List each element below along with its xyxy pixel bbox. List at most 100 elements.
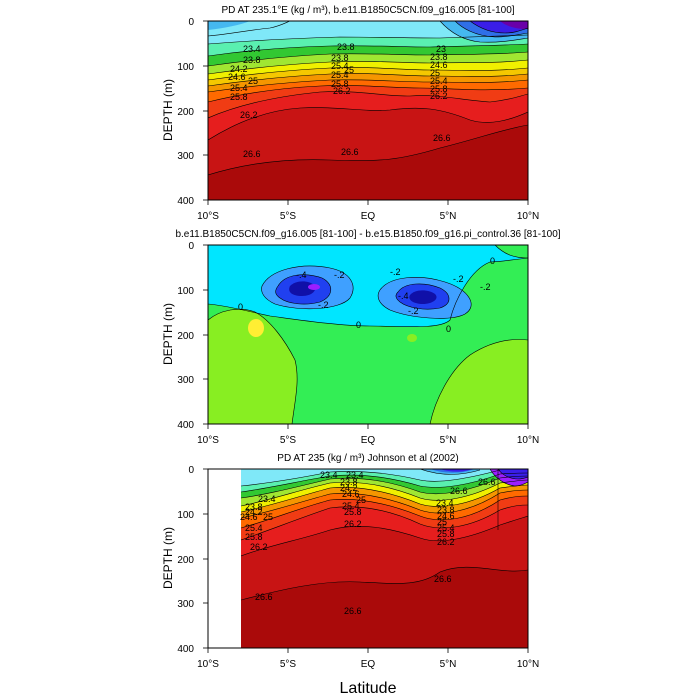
panel-3-contour-label: 26.2 [250, 542, 268, 552]
x-tick-label: 10°N [517, 211, 539, 222]
panel-3-title: PD AT 235 (kg / m³) Johnson et al (2002) [277, 453, 458, 464]
panel-1-contour-label: 26.2 [333, 86, 351, 96]
panel-3-contour-labels: 23.4 23.8 24.2 24.6 23.4 25 25.4 25.8 26… [240, 470, 496, 616]
y-tick-label: 300 [177, 375, 194, 386]
x-tick-label: 5°N [440, 211, 457, 222]
y-tick-label: 200 [177, 555, 194, 566]
x-tick-label: EQ [361, 659, 376, 670]
panel-2-pos-west [208, 309, 298, 424]
panel-1-contour-label: 25.4 [331, 61, 349, 71]
panel-1-band-shallow-2 [208, 21, 250, 30]
panel-3-contour-label: 23.8 [437, 505, 455, 515]
panel-2-min-west [308, 284, 320, 290]
panel-3-contour-label: 24.2 [245, 507, 263, 517]
x-tick-label: EQ [361, 211, 376, 222]
x-tick-label: 5°N [440, 659, 457, 670]
x-tick-label: 10°N [517, 659, 539, 670]
panel-2-field [208, 245, 528, 424]
panel-2-contour-label: -.4 [398, 291, 409, 301]
y-tick-label: 0 [188, 241, 194, 252]
panel-2-contour-label: 0 [446, 324, 451, 334]
panel-2-pos-ne [495, 245, 528, 258]
panel-2-yticks: 0 100 200 300 400 [177, 241, 194, 431]
panel-3-contour-label: 23.8 [245, 502, 263, 512]
panel-1-contour-label: 23.8 [337, 42, 355, 52]
x-tick-label: 10°N [517, 435, 539, 446]
y-tick-label: 100 [177, 286, 194, 297]
y-tick-label: 200 [177, 331, 194, 342]
panel-3-contour-label: 25.4 [437, 523, 455, 533]
panel-1-contour-label: 23.8 [430, 52, 448, 62]
panel-3-contour-label: 25 [263, 512, 273, 522]
panel-3-band-east-blue [498, 469, 528, 479]
panel-3-contour-label: 24.6 [342, 489, 360, 499]
panel-1-contour-label: 25 [430, 68, 440, 78]
panel-1-contour-label: 25 [344, 65, 354, 75]
panel-3-contour-label: 23.4 [346, 470, 364, 480]
panel-3-contour-label: 26.6 [478, 477, 496, 487]
x-tick-label: 5°N [440, 435, 457, 446]
y-tick-label: 0 [188, 17, 194, 28]
panel-2-max-west [248, 319, 264, 337]
panel-3-contour-label: 25 [437, 517, 447, 527]
panel-3-tick-marks [203, 468, 529, 653]
panel-3: PD AT 235 (kg / m³) Johnson et al (2002) [161, 453, 539, 670]
panel-3-ylabel: DEPTH (m) [161, 527, 175, 589]
y-tick-label: 400 [177, 196, 194, 207]
panel-1-contour-label: 26.2 [240, 110, 258, 120]
panel-3-contour-lines [241, 469, 528, 601]
panel-2: b.e11.B1850C5CN.f09_g16.005 [81-100] - b… [161, 229, 561, 446]
x-tick-label: 10°S [197, 659, 219, 670]
panel-1-contour-label: 23.8 [243, 55, 261, 65]
panel-2-xticks: 10°S 5°S EQ 5°N 10°N [197, 435, 539, 446]
x-tick-label: 10°S [197, 435, 219, 446]
panel-1-yticks: 0 100 200 300 400 [177, 17, 194, 207]
panel-1-contour-label: 24.6 [430, 60, 448, 70]
panel-1-contour-label: 26.2 [430, 91, 448, 101]
y-tick-label: 200 [177, 107, 194, 118]
panel-1-contour-label: 23.4 [243, 44, 261, 54]
panel-2-contour-labels: -.4 -.2 -.2 -.4 -.2 -.2 0 -.2 -.2 0 0 0 [238, 256, 495, 334]
panel-3-contour-label: 25.8 [437, 529, 455, 539]
panel-1-contour-label: 25.8 [430, 84, 448, 94]
panel-3-contour-label: 25.8 [344, 507, 362, 517]
panel-1-contour-label: 24.2 [230, 64, 248, 74]
panel-2-contour-label: 0 [356, 320, 361, 330]
panel-3-contour-label: 23.8 [340, 477, 358, 487]
y-tick-label: 100 [177, 62, 194, 73]
panel-3-contour-label: 24.6 [437, 511, 455, 521]
panel-3-contour-label: 24.2 [340, 483, 358, 493]
panel-1-xticks: 10°S 5°S EQ 5°N 10°N [197, 211, 539, 222]
panel-1-contour-label: 25.8 [230, 92, 248, 102]
panel-1-contour-label: 25.4 [230, 83, 248, 93]
panel-1-ylabel: DEPTH (m) [161, 79, 175, 141]
y-tick-label: 400 [177, 644, 194, 655]
panel-2-contour-label: 0 [490, 256, 495, 266]
panel-3-contour-label: 25 [356, 495, 366, 505]
panel-2-contour-label: 0 [238, 302, 243, 312]
panel-2-contour-label: -.2 [390, 267, 401, 277]
panel-3-contour-label: 26.2 [437, 537, 455, 547]
y-tick-label: 300 [177, 599, 194, 610]
y-tick-label: 0 [188, 465, 194, 476]
panel-3-contour-label: 25.4 [342, 501, 360, 511]
panel-3-contour-label: 23.4 [320, 470, 338, 480]
panel-1-contour-label: 24.6 [228, 72, 246, 82]
panel-1-contour-label: 25.4 [430, 76, 448, 86]
panel-3-contour-label: 26.6 [434, 574, 452, 584]
x-tick-label: 5°S [280, 659, 297, 670]
panel-1-contour-label: 25.8 [331, 79, 349, 89]
figure-xlabel: Latitude [340, 680, 397, 697]
panel-3-yticks: 0 100 200 300 400 [177, 465, 194, 655]
panel-2-neg06-west [289, 281, 316, 296]
panel-1-contour-label: 26.6 [243, 149, 261, 159]
panel-2-tick-marks [203, 244, 529, 429]
panel-1-contour-label: 26.6 [341, 147, 359, 157]
panel-1-contour-label: 23.8 [331, 53, 349, 63]
y-tick-label: 300 [177, 151, 194, 162]
panel-3-contour-label: 24.6 [240, 512, 258, 522]
panel-3-contour-label: 23.4 [258, 494, 276, 504]
panel-1-band-210 [500, 21, 528, 29]
panel-3-xticks: 10°S 5°S EQ 5°N 10°N [197, 659, 539, 670]
x-tick-label: 5°S [280, 211, 297, 222]
